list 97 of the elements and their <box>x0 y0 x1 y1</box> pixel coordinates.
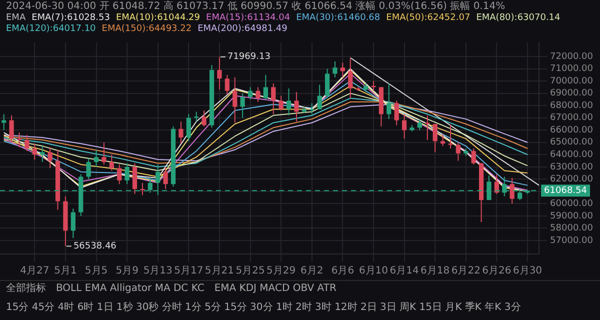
x-tick-label: 6月6 <box>331 266 354 277</box>
x-tick-label: 5月13 <box>143 266 172 277</box>
candlestick <box>402 114 407 140</box>
candlestick <box>32 143 37 160</box>
y-tick-label: 66000.00 <box>550 125 594 136</box>
candlestick <box>117 164 122 185</box>
candlestick <box>94 149 99 168</box>
x-tick-label: 5月17 <box>174 266 204 277</box>
y-tick-label: 57000.00 <box>550 236 594 246</box>
candlestick <box>317 84 322 110</box>
annotation: 56538.46 <box>73 242 117 252</box>
x-tick-label: 5月25 <box>236 266 265 277</box>
y-tick-label: 72000.00 <box>550 52 594 62</box>
ref-line-label: 61068.54 <box>544 186 588 196</box>
y-tick-label: 59000.00 <box>550 211 594 222</box>
candlestick <box>86 158 91 180</box>
candlestick <box>332 60 338 78</box>
candlestick <box>194 111 199 122</box>
text: EMA(30):61460.68 <box>296 13 380 24</box>
x-tick-label: 5月5 <box>84 266 108 277</box>
y-tick-label: 60000.00 <box>550 199 594 210</box>
x-tick-label: 5月1 <box>54 266 77 277</box>
candlestick <box>224 74 230 96</box>
candlestick <box>294 92 299 122</box>
candlestick <box>163 166 168 190</box>
candlestick <box>232 76 238 124</box>
y-tick-label: 68000.00 <box>550 100 594 111</box>
text: EMA(120):64017.10 <box>6 24 96 35</box>
x-tick-label: 6月10 <box>358 266 388 277</box>
x-tick-label: 6月18 <box>420 266 450 277</box>
candlestick <box>102 142 106 165</box>
candlestick <box>40 146 45 162</box>
annotation: 71969.13 <box>227 52 270 62</box>
candlestick <box>202 110 206 127</box>
candlestick <box>278 95 284 111</box>
y-tick-label: 62000.00 <box>550 174 594 185</box>
candlestick <box>16 132 22 148</box>
text: 全部指标 <box>6 282 46 296</box>
candlestick <box>432 123 438 153</box>
candlestick <box>9 114 14 143</box>
x-tick-label: 4月27 <box>20 266 50 277</box>
candlestick <box>310 102 314 115</box>
candlestick <box>271 82 276 115</box>
x-tick-label: 6月26 <box>482 266 512 277</box>
candlestick <box>386 82 392 120</box>
x-tick-label: 6月30 <box>512 266 542 277</box>
candlestick <box>256 86 260 102</box>
candlestick <box>48 146 52 169</box>
legend-title: EMA <box>6 13 26 24</box>
text: EMA(80):63070.14 <box>476 13 560 24</box>
x-tick-label: 6月22 <box>451 266 480 277</box>
text: EMA(50):62452.07 <box>386 13 470 24</box>
candlestick <box>425 114 430 140</box>
text: EMA(150):64493.22 <box>102 24 192 35</box>
y-tick-label: 65000.00 <box>550 138 594 148</box>
candlestick <box>217 56 222 90</box>
candlestick <box>286 88 292 116</box>
candlestick <box>124 162 130 185</box>
candlestick <box>394 100 399 126</box>
candlestick <box>510 177 514 204</box>
candlestick <box>456 142 461 162</box>
x-tick-label: 5月29 <box>266 266 296 277</box>
candlestick <box>248 86 253 100</box>
y-tick-label: 70000.00 <box>550 76 594 86</box>
y-tick-label: 69000.00 <box>550 88 594 99</box>
x-tick-label: 5月21 <box>204 266 234 277</box>
candlestick <box>240 92 245 118</box>
y-tick-label: 64000.00 <box>550 150 594 160</box>
x-tick-label: 5月9 <box>116 266 138 277</box>
text: EMA(200):64981.49 <box>198 24 288 35</box>
y-tick-label: 67000.00 <box>550 113 594 124</box>
candlestick <box>340 62 345 78</box>
text: BOLL EMA Alligator MA DC KC <box>56 282 204 296</box>
candlestick <box>324 68 330 99</box>
y-tick-label: 58000.00 <box>550 224 594 234</box>
text: EMA KDJ MACD OBV ATR <box>214 282 336 296</box>
candlestick <box>186 114 191 142</box>
candlestick <box>440 133 446 147</box>
x-tick-label: 6月2 <box>300 266 324 277</box>
candlestick <box>132 162 138 194</box>
candlestick <box>109 154 114 172</box>
candlestick <box>448 124 453 150</box>
text: EMA(10):61044.29 <box>116 13 200 24</box>
y-tick-label: 71000.00 <box>550 64 594 74</box>
candlestick <box>417 118 422 131</box>
y-tick-label: 63000.00 <box>550 162 594 172</box>
text: 15分 45分 4时 6时 1日 1秒 30秒 分时 1分 5分 15分 30分 1时 2时 3时 12时 2日 3日 周K 15日 月K 季K 年K 3分 <box>6 300 521 314</box>
text: EMA(15):61134.04 <box>206 13 290 24</box>
candlestick <box>24 134 30 152</box>
candlestick <box>263 74 268 100</box>
text: EMA(7):61028.53 <box>32 13 110 24</box>
candlestick <box>471 148 476 165</box>
candlestick <box>70 208 76 239</box>
candlestick <box>348 57 353 99</box>
x-tick-label: 6月14 <box>390 266 419 277</box>
candlestick <box>178 121 184 144</box>
chart-title: 2024-06-30 04:00 开 61048.72 高 61073.17 低 60990.57 收 61066.54 涨幅 0.03%(16.56) 振幅 0.14% <box>6 1 506 13</box>
